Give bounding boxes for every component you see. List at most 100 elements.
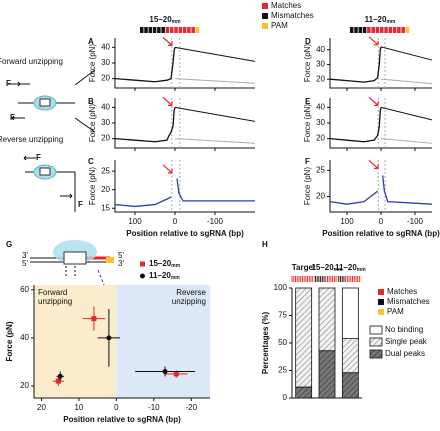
construct-segment <box>161 27 165 33</box>
trace <box>174 46 256 62</box>
construct-segment <box>345 276 347 282</box>
region <box>116 285 210 398</box>
construct-segment <box>350 276 352 282</box>
panel-letter: D <box>305 37 311 46</box>
y-tick-label: 30 <box>316 118 325 127</box>
arrow <box>368 96 379 106</box>
construct-segment <box>352 276 353 282</box>
construct-segment <box>340 276 341 282</box>
x-tick-label: 0 <box>379 217 384 226</box>
trace <box>174 78 256 84</box>
construct-segment <box>346 276 348 282</box>
construct-segment <box>362 27 367 33</box>
construct-segment <box>327 276 328 282</box>
bar-segment <box>341 338 359 374</box>
y-tick-label: 20 <box>101 74 110 83</box>
legend-label-main: 15–20 <box>149 259 172 268</box>
construct-segment <box>303 276 305 282</box>
panel-letter: A <box>88 37 94 46</box>
x-axis-label: Position relative to sgRNA (bp) <box>322 229 440 238</box>
y-axis-label: Force (pN) <box>5 321 14 361</box>
y-tick-label: 100 <box>274 283 288 292</box>
construct-segment <box>375 27 380 33</box>
trace <box>380 78 433 85</box>
axis <box>33 285 210 399</box>
y-tick-label: 20 <box>316 134 325 143</box>
y-tick-label: 40 <box>20 333 29 342</box>
legend-label: PAM <box>271 21 288 30</box>
reverse-schematic <box>23 155 76 212</box>
legend-label-main: 11–20 <box>149 271 171 280</box>
point <box>57 373 63 379</box>
construct-segment <box>354 27 358 33</box>
construct-segment <box>296 276 298 282</box>
trace <box>114 47 176 83</box>
y-tick-label: 30 <box>101 118 110 127</box>
construct-segment <box>310 276 312 282</box>
y-tick-label: 40 <box>316 45 325 54</box>
legend-label: 11–20mm <box>149 271 180 281</box>
construct-segment <box>178 27 183 33</box>
y-axis-label: Force (pN) <box>303 104 312 143</box>
legend-swatch <box>369 325 383 335</box>
end-label: 5' <box>22 259 28 268</box>
construct-segment <box>384 27 388 33</box>
y-tick-label: 0 <box>283 393 288 402</box>
construct-segment <box>392 27 397 33</box>
construct-segment <box>165 27 170 33</box>
force-label: F <box>6 79 11 88</box>
legend-swatch <box>369 337 383 347</box>
construct-label: 15–20mm <box>149 15 181 25</box>
construct-segment <box>321 276 323 282</box>
legend-label: Matches <box>387 287 417 296</box>
region-label: Forward <box>38 288 67 297</box>
construct-segment <box>312 276 314 282</box>
construct-segment <box>323 276 325 282</box>
trace <box>380 106 433 121</box>
category-label-main: 15–20 <box>311 263 334 272</box>
construct-segment <box>357 276 359 282</box>
construct-segment <box>316 276 318 282</box>
legend-label: 15–20mm <box>149 259 181 269</box>
construct-label-sub: mm <box>172 19 181 25</box>
y-axis-label: Force (pN) <box>303 167 312 206</box>
construct-segment <box>148 27 153 33</box>
bar-segment <box>295 287 313 388</box>
construct-segment <box>337 276 339 282</box>
construct-segment <box>315 276 316 282</box>
construct-segment <box>333 276 335 282</box>
construct-segment <box>332 276 334 282</box>
construct-segment <box>174 27 178 33</box>
x-tick-label: 100 <box>128 217 142 226</box>
legend-swatch <box>378 299 384 305</box>
panel-letter: H <box>262 240 268 249</box>
construct-segment <box>341 276 343 282</box>
point <box>91 316 97 322</box>
trace <box>114 178 255 208</box>
x-tick-label: -20 <box>185 403 197 412</box>
trace <box>174 138 256 144</box>
end-label: 3' <box>118 259 124 268</box>
legend-swatch <box>262 3 268 9</box>
construct-segment <box>157 27 161 33</box>
y-tick-label: 25 <box>316 166 325 175</box>
panel-letter: E <box>305 97 311 106</box>
construct-segment <box>325 276 327 282</box>
construct-segment <box>298 276 300 282</box>
arrow <box>162 164 173 174</box>
construct-segment <box>291 276 293 282</box>
construct-segment <box>182 27 187 33</box>
forward-label: Forward unzipping <box>0 57 63 66</box>
construct-segment <box>144 27 148 33</box>
legend-swatch <box>378 289 384 295</box>
construct-segment <box>330 276 332 282</box>
construct-segment <box>335 276 337 282</box>
region <box>34 285 117 398</box>
x-tick-label: -10 <box>148 403 160 412</box>
legend-label-sub: mm <box>171 263 180 269</box>
construct-segment <box>300 276 302 282</box>
y-tick-label: 40 <box>316 102 325 111</box>
legend-label-sub: mm <box>171 275 180 281</box>
y-axis-label: Force (pN) <box>303 44 312 83</box>
construct-segment <box>338 276 340 282</box>
